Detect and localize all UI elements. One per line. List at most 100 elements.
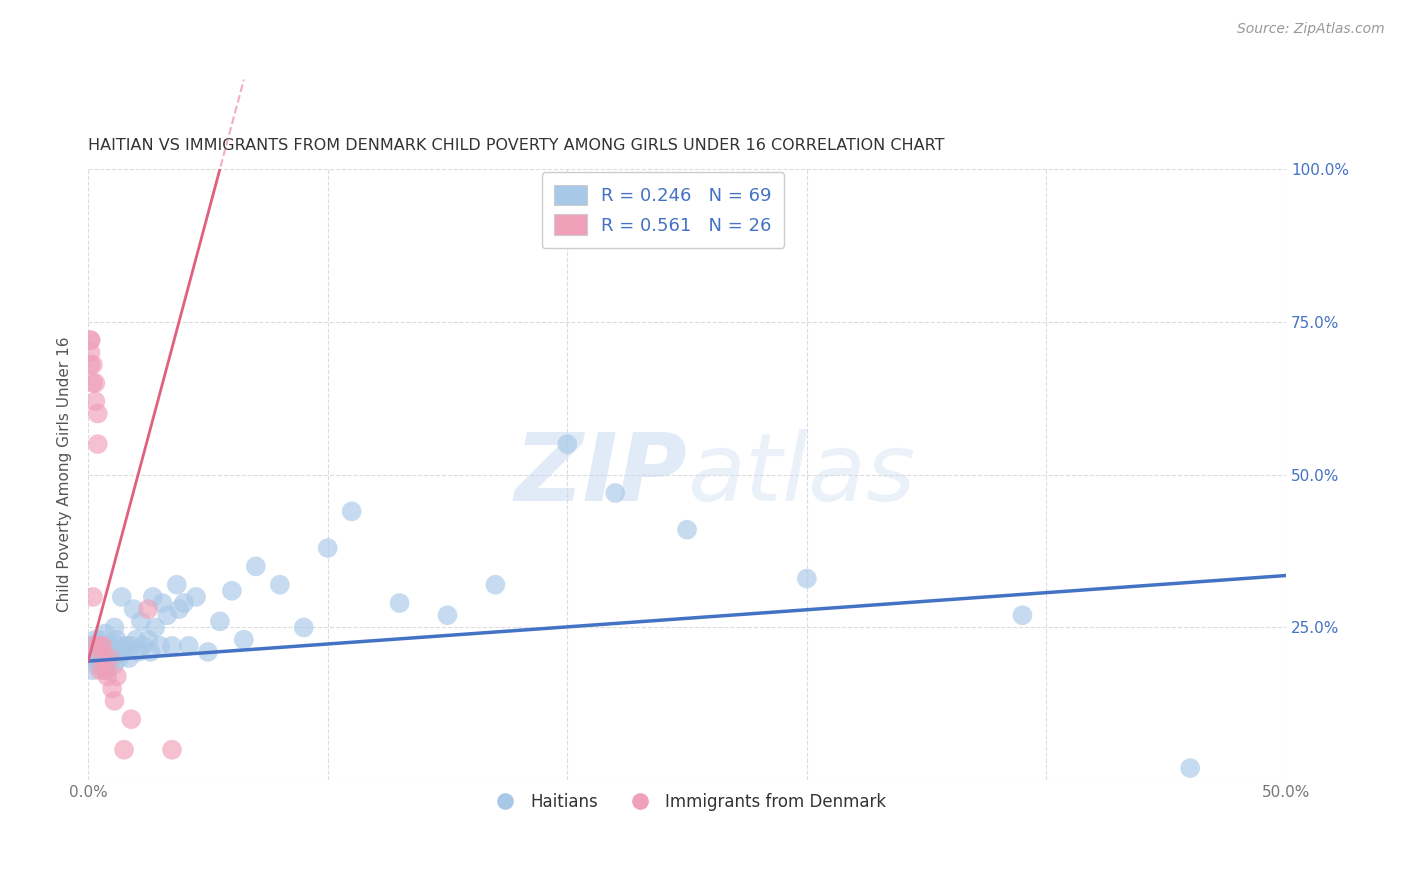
Point bbox=[94, 663, 117, 677]
Point bbox=[89, 639, 111, 653]
Point bbox=[91, 639, 114, 653]
Point bbox=[82, 639, 104, 653]
Point bbox=[160, 639, 183, 653]
Text: Source: ZipAtlas.com: Source: ZipAtlas.com bbox=[1237, 22, 1385, 37]
Point bbox=[94, 663, 117, 677]
Point bbox=[84, 394, 107, 409]
Point bbox=[82, 376, 104, 390]
Point bbox=[120, 712, 142, 726]
Point bbox=[94, 626, 117, 640]
Point bbox=[79, 333, 101, 347]
Point bbox=[388, 596, 411, 610]
Point bbox=[94, 645, 117, 659]
Point bbox=[82, 590, 104, 604]
Point bbox=[1178, 761, 1201, 775]
Point bbox=[91, 639, 114, 653]
Point bbox=[605, 486, 627, 500]
Point bbox=[143, 620, 166, 634]
Point bbox=[112, 645, 135, 659]
Point bbox=[115, 639, 138, 653]
Point bbox=[142, 590, 165, 604]
Point bbox=[79, 345, 101, 359]
Text: atlas: atlas bbox=[688, 429, 915, 520]
Point bbox=[292, 620, 315, 634]
Point bbox=[96, 651, 118, 665]
Point bbox=[676, 523, 699, 537]
Point bbox=[167, 602, 190, 616]
Point bbox=[340, 504, 363, 518]
Point bbox=[96, 663, 118, 677]
Point bbox=[98, 651, 121, 665]
Point bbox=[89, 657, 111, 672]
Point bbox=[84, 645, 107, 659]
Point bbox=[82, 663, 104, 677]
Point bbox=[316, 541, 339, 555]
Point bbox=[84, 632, 107, 647]
Point bbox=[129, 615, 152, 629]
Legend: Haitians, Immigrants from Denmark: Haitians, Immigrants from Denmark bbox=[482, 787, 893, 818]
Point bbox=[136, 632, 159, 647]
Point bbox=[89, 645, 111, 659]
Point bbox=[136, 602, 159, 616]
Point bbox=[91, 651, 114, 665]
Point bbox=[82, 639, 104, 653]
Point bbox=[160, 743, 183, 757]
Point bbox=[120, 639, 142, 653]
Point bbox=[79, 333, 101, 347]
Point bbox=[149, 639, 172, 653]
Text: ZIP: ZIP bbox=[515, 429, 688, 521]
Point bbox=[108, 651, 131, 665]
Point bbox=[84, 657, 107, 672]
Point bbox=[79, 651, 101, 665]
Point bbox=[112, 743, 135, 757]
Point bbox=[796, 572, 818, 586]
Point bbox=[139, 645, 162, 659]
Point bbox=[105, 645, 128, 659]
Point bbox=[103, 694, 125, 708]
Point bbox=[122, 602, 145, 616]
Point bbox=[484, 577, 506, 591]
Point bbox=[87, 651, 110, 665]
Point bbox=[184, 590, 207, 604]
Point bbox=[232, 632, 254, 647]
Point bbox=[166, 577, 188, 591]
Point bbox=[103, 620, 125, 634]
Point bbox=[1011, 608, 1033, 623]
Point bbox=[245, 559, 267, 574]
Point bbox=[103, 657, 125, 672]
Point bbox=[156, 608, 179, 623]
Point bbox=[132, 639, 155, 653]
Point bbox=[96, 669, 118, 683]
Point bbox=[101, 681, 124, 696]
Point bbox=[101, 651, 124, 665]
Point bbox=[96, 639, 118, 653]
Point bbox=[118, 651, 141, 665]
Point bbox=[436, 608, 458, 623]
Point bbox=[197, 645, 219, 659]
Point bbox=[221, 583, 243, 598]
Point bbox=[89, 632, 111, 647]
Text: HAITIAN VS IMMIGRANTS FROM DENMARK CHILD POVERTY AMONG GIRLS UNDER 16 CORRELATIO: HAITIAN VS IMMIGRANTS FROM DENMARK CHILD… bbox=[89, 137, 945, 153]
Point bbox=[89, 663, 111, 677]
Point bbox=[108, 639, 131, 653]
Point bbox=[127, 645, 149, 659]
Point bbox=[105, 632, 128, 647]
Point bbox=[79, 358, 101, 372]
Point bbox=[82, 358, 104, 372]
Point bbox=[87, 437, 110, 451]
Point bbox=[84, 376, 107, 390]
Point bbox=[101, 639, 124, 653]
Point bbox=[269, 577, 291, 591]
Point bbox=[125, 632, 148, 647]
Point bbox=[87, 407, 110, 421]
Point bbox=[105, 669, 128, 683]
Point bbox=[208, 615, 231, 629]
Point bbox=[177, 639, 200, 653]
Point bbox=[152, 596, 174, 610]
Point bbox=[87, 639, 110, 653]
Point bbox=[91, 651, 114, 665]
Point bbox=[555, 437, 578, 451]
Point bbox=[173, 596, 195, 610]
Y-axis label: Child Poverty Among Girls Under 16: Child Poverty Among Girls Under 16 bbox=[58, 337, 72, 613]
Point bbox=[111, 590, 134, 604]
